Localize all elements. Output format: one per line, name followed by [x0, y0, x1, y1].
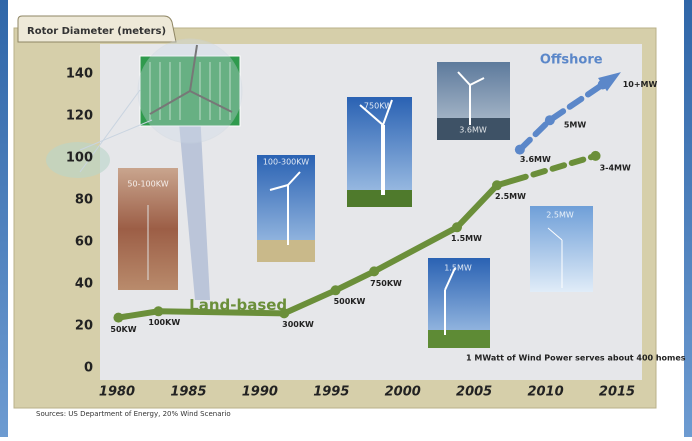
x-tick-label: 2000 — [385, 385, 421, 400]
point-label: 1.5MW — [451, 234, 482, 243]
photo-ground — [347, 190, 412, 207]
data-point — [113, 313, 123, 323]
x-tick-label: 1980 — [99, 385, 135, 400]
point-label: 10+MW — [623, 80, 658, 89]
x-tick-label: 1985 — [170, 385, 206, 400]
photo-label: 2.5MW — [546, 211, 574, 220]
photo-ground — [428, 330, 490, 348]
y-tick-label: 100 — [66, 151, 93, 166]
x-tick-label: 2010 — [527, 385, 563, 400]
series-name: Offshore — [540, 53, 603, 68]
point-label: 300KW — [282, 320, 314, 329]
data-point — [369, 266, 379, 276]
point-label: 500KW — [334, 297, 366, 306]
point-label: 3.6MW — [520, 155, 551, 164]
point-label: 100KW — [148, 318, 180, 327]
y-tick-label: 40 — [75, 277, 93, 292]
photo-ground — [257, 240, 315, 262]
y-tick-label: 20 — [75, 319, 93, 334]
data-point — [492, 180, 502, 190]
photo-label: 750KW — [364, 102, 392, 111]
source: Sources: US Department of Energy, 20% Wi… — [36, 410, 231, 418]
point-label: 750KW — [370, 279, 402, 288]
x-tick-label: 1995 — [313, 385, 349, 400]
x-tick-label: 1990 — [242, 385, 278, 400]
series-name: Land-based — [189, 296, 287, 314]
point-label: 2.5MW — [495, 192, 526, 201]
photo-label: 50-100KW — [127, 180, 168, 189]
data-point — [331, 285, 341, 295]
data-point — [452, 222, 462, 232]
y-tick-label: 0 — [84, 361, 93, 376]
x-tick-label: 2005 — [456, 385, 492, 400]
y-tick-label: 140 — [66, 67, 93, 82]
point-label: 50KW — [110, 325, 136, 334]
y-axis-label: Rotor Diameter (meters) — [27, 26, 166, 37]
data-point — [153, 306, 163, 316]
photo-label: 100-300KW — [263, 158, 309, 167]
note: 1 MWatt of Wind Power serves about 400 h… — [466, 354, 686, 363]
y-tick-label: 80 — [75, 193, 93, 208]
x-tick-label: 2015 — [599, 385, 635, 400]
point-label: 3-4MW — [600, 163, 631, 172]
data-point — [545, 115, 555, 125]
data-point — [515, 145, 525, 155]
data-point — [591, 151, 601, 161]
photo-label: 3.6MW — [459, 126, 487, 135]
y-tick-label: 60 — [75, 235, 93, 250]
point-label: 5MW — [564, 121, 587, 130]
photo-label: 1.5MW — [444, 264, 472, 273]
chart: Rotor Diameter (meters) 1 MWatt of Wind … — [0, 0, 692, 437]
y-tick-label: 120 — [66, 109, 93, 124]
